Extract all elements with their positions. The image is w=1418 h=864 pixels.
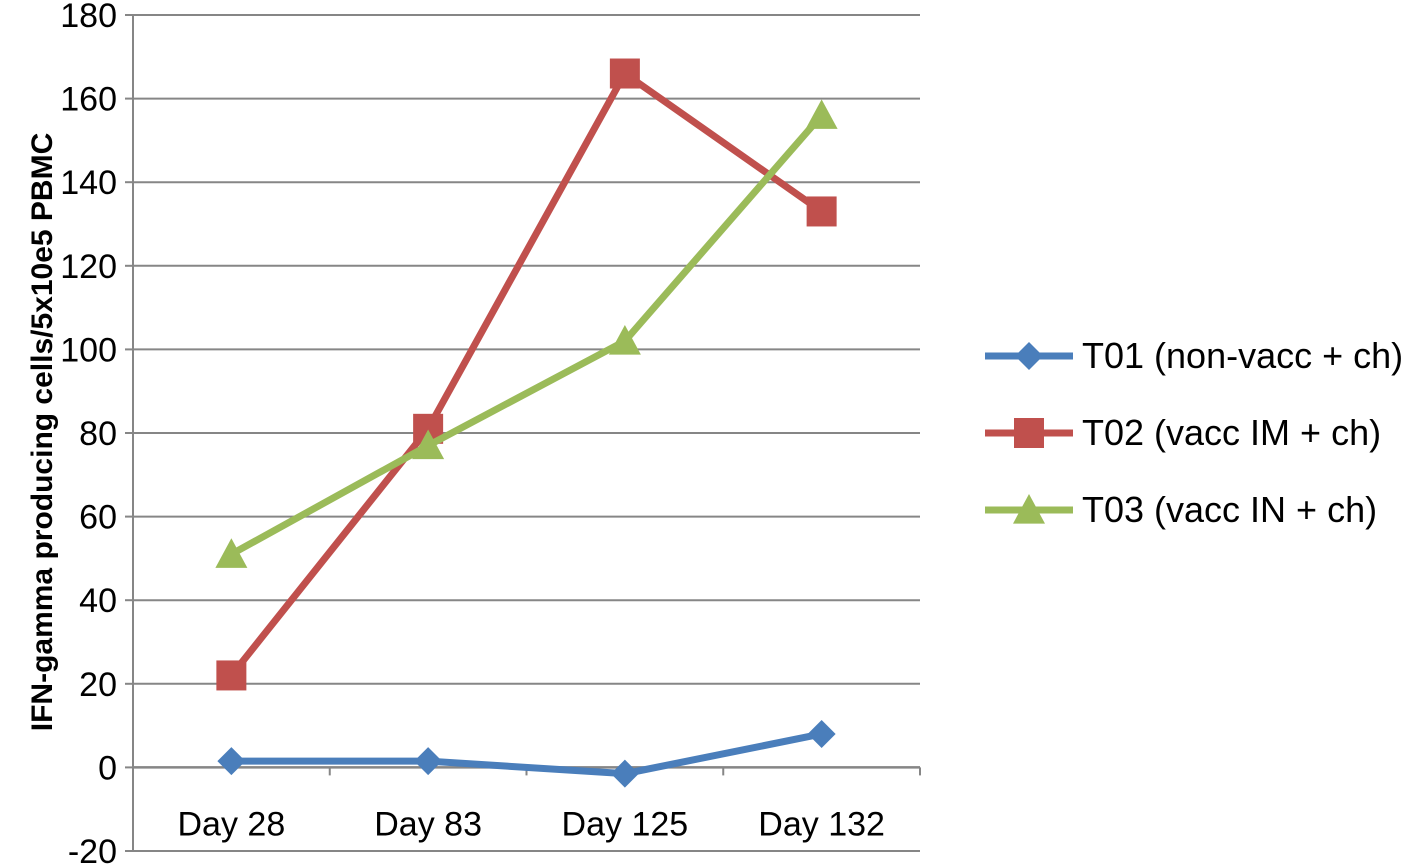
legend-item: T03 (vacc IN + ch) <box>985 489 1377 530</box>
y-tick-label: -20 <box>68 833 117 864</box>
legend-label: T03 (vacc IN + ch) <box>1082 489 1377 530</box>
x-tick-label: Day 132 <box>758 805 885 843</box>
y-tick-label: 20 <box>79 666 117 704</box>
series-3 <box>215 99 838 568</box>
data-point <box>215 538 248 568</box>
data-point <box>807 719 836 748</box>
legend-item: T01 (non-vacc + ch) <box>985 335 1403 376</box>
data-point <box>414 747 443 776</box>
y-tick-label: 160 <box>60 81 117 119</box>
y-tick-labels: -20 0 20 40 60 80 100 120 140 160 180 <box>60 0 117 864</box>
series-lines <box>215 58 838 788</box>
y-tick-label: 0 <box>98 749 117 787</box>
y-tick-label: 140 <box>60 164 117 202</box>
legend-marker <box>1015 342 1043 370</box>
y-tick-label: 40 <box>79 582 117 620</box>
legend-label: T01 (non-vacc + ch) <box>1082 335 1403 376</box>
y-tick-label: 100 <box>60 331 117 369</box>
series-line <box>228 70 824 678</box>
data-point <box>608 325 641 355</box>
legend-label: T02 (vacc IM + ch) <box>1082 412 1381 453</box>
y-tick-label: 60 <box>79 499 117 537</box>
series-1 <box>217 719 836 788</box>
y-tick-label: 180 <box>60 0 117 35</box>
x-tick-labels: Day 28 Day 83 Day 125 Day 132 <box>178 805 885 843</box>
y-tick-label: 80 <box>79 415 117 453</box>
x-tick-label: Day 125 <box>562 805 689 843</box>
data-point <box>805 99 838 129</box>
legend-marker <box>1014 418 1044 448</box>
series-line <box>229 113 825 558</box>
data-point <box>806 196 837 227</box>
data-point <box>412 429 445 460</box>
x-tick-label: Day 83 <box>374 805 482 843</box>
legend-item: T02 (vacc IM + ch) <box>985 412 1381 453</box>
legend: T01 (non-vacc + ch) T02 (vacc IM + ch) T03… <box>985 335 1403 530</box>
x-tick-label: Day 28 <box>178 805 286 843</box>
y-tick-label: 120 <box>60 248 117 286</box>
series-2 <box>216 58 837 691</box>
series-line <box>231 730 823 778</box>
data-point <box>216 660 247 691</box>
data-point <box>609 58 640 89</box>
y-axis-label: IFN-gamma producing cells/5x10e5 PBMC <box>26 133 59 732</box>
data-point <box>610 759 639 788</box>
data-point <box>217 747 246 776</box>
legend-marker <box>1013 494 1045 524</box>
